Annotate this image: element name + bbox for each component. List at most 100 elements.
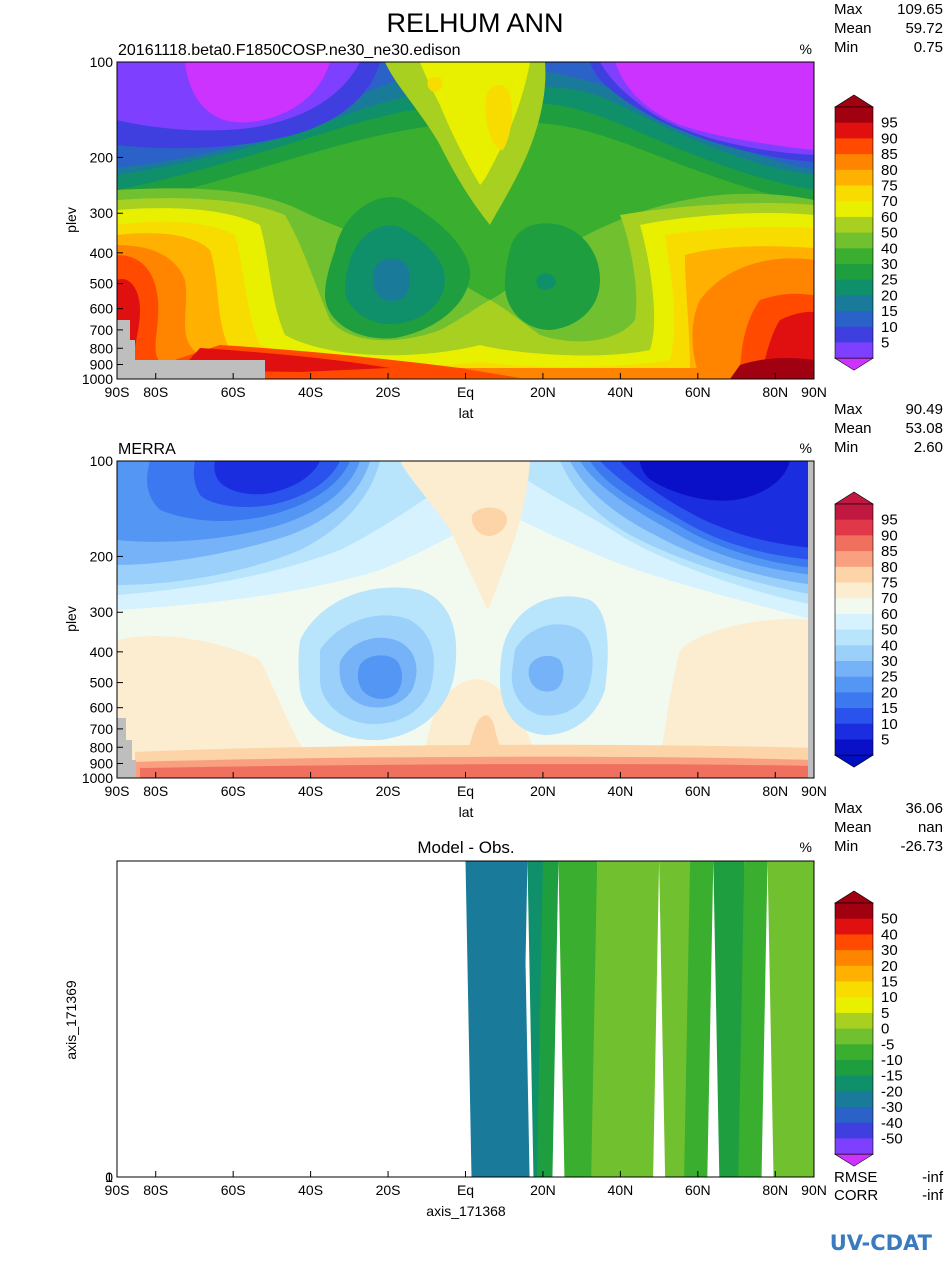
contour-fill xyxy=(465,861,814,1177)
contour-band xyxy=(517,861,528,1177)
colorbar-label: 5 xyxy=(881,335,889,352)
x-axis: 90S 80S 60S 40S 20S Eq 20N 40N 60N 80N 90N xyxy=(105,373,827,400)
panel-subtitle: 20161118.beta0.F1850COSP.ne30_ne30.ediso… xyxy=(118,42,461,59)
units-label: % xyxy=(800,41,812,57)
stat-max-label: Max xyxy=(834,1,863,18)
contour-band xyxy=(738,861,768,1177)
stats-box: Max 109.65 Mean 59.72 Min 0.75 xyxy=(834,1,943,56)
colorbar-swatch xyxy=(835,981,873,998)
units-label: % xyxy=(800,839,812,855)
x-tick-label: 20S xyxy=(376,1182,401,1198)
colorbar-label: 20 xyxy=(881,958,898,975)
contour-fill xyxy=(117,461,814,778)
x-axis-label: lat xyxy=(459,804,474,820)
colorbar-swatch xyxy=(835,279,873,296)
colorbar-frame xyxy=(834,503,874,756)
colorbar-swatch xyxy=(835,598,873,615)
colorbar-swatch xyxy=(835,551,873,568)
x-tick-label: 90S xyxy=(105,1182,130,1198)
x-tick-label: 90N xyxy=(801,1182,827,1198)
stats-box: Max 90.49 Mean 53.08 Min 2.60 xyxy=(834,401,943,456)
x-tick-label: Eq xyxy=(457,783,474,799)
y-tick-label: 200 xyxy=(90,149,114,165)
colorbar-swatch xyxy=(835,613,873,630)
colorbar-swatch xyxy=(835,122,873,139)
colorbar-label: 30 xyxy=(881,256,898,273)
colorbar-label: 60 xyxy=(881,606,898,623)
x-axis-label: axis_171368 xyxy=(426,1203,506,1219)
colorbar-label: -5 xyxy=(881,1036,894,1053)
y-tick-label: 100 xyxy=(90,453,114,469)
x-tick-label: 40S xyxy=(298,384,323,400)
stat-mean-label: Mean xyxy=(834,20,872,37)
stat-mean-value: 53.08 xyxy=(905,420,943,437)
colorbar-label: 0 xyxy=(881,1021,889,1038)
x-tick-label: 40N xyxy=(608,783,634,799)
colorbar-over-triangle xyxy=(833,890,875,904)
missing-data xyxy=(808,461,814,778)
y-tick-label: 300 xyxy=(90,205,114,221)
colorbar-swatch xyxy=(835,1107,873,1124)
contour-band xyxy=(117,198,814,379)
colorbar-label: 30 xyxy=(881,942,898,959)
colorbar-label: 40 xyxy=(881,637,898,654)
stat-mean-label: Mean xyxy=(834,819,872,836)
colorbar-swatch xyxy=(835,342,873,359)
x-tick-label: 80N xyxy=(762,1182,788,1198)
panel-obs: Max 90.49 Mean 53.08 Min 2.60 MERRA % xyxy=(63,401,943,820)
colorbar-label: -20 xyxy=(881,1083,903,1100)
x-tick-label: 60N xyxy=(685,1182,711,1198)
y-tick-label: 500 xyxy=(90,675,114,691)
y-axis-label: axis_171369 xyxy=(63,980,79,1060)
colorbar-swatch xyxy=(835,692,873,709)
stat-max-value: 109.65 xyxy=(897,1,943,18)
y-axis: 10 xyxy=(105,1169,113,1185)
y-tick-label: 300 xyxy=(90,604,114,620)
colorbar-swatch xyxy=(835,1028,873,1045)
contour-band xyxy=(372,258,411,301)
colorbar-label: 10 xyxy=(881,716,898,733)
contour-band xyxy=(640,461,790,501)
colorbar-under-triangle xyxy=(833,1153,875,1167)
y-tick-label: 100 xyxy=(90,54,114,70)
colorbar-label: 90 xyxy=(881,527,898,544)
x-tick-label: 80S xyxy=(143,384,168,400)
colorbar-swatch xyxy=(835,169,873,186)
y-tick-label: 1000 xyxy=(82,770,113,786)
colorbar-label: 15 xyxy=(881,700,898,717)
x-tick-label: 60N xyxy=(685,384,711,400)
x-tick-label: 90S xyxy=(105,384,130,400)
colorbar-label: -40 xyxy=(881,1115,903,1132)
x-tick-label: 20N xyxy=(530,783,556,799)
colorbar-label: 10 xyxy=(881,319,898,336)
contour-band xyxy=(660,619,814,778)
contour-band xyxy=(767,861,814,1177)
colorbar-swatch xyxy=(835,645,873,662)
colorbar-swatch xyxy=(835,311,873,328)
colorbar-swatch xyxy=(835,107,873,124)
missing-data xyxy=(117,320,265,379)
stats-box: Max 36.06 Mean nan Min -26.73 xyxy=(834,800,943,855)
x-axis: 90S 80S 60S 40S 20S Eq 20N 40N 60N 80N 90N xyxy=(105,1171,827,1198)
colorbar-label: 5 xyxy=(881,1005,889,1022)
colorbar-swatch xyxy=(835,264,873,281)
corr-value: -inf xyxy=(922,1187,944,1204)
colorbar-label: 85 xyxy=(881,146,898,163)
colorbar-swatch xyxy=(835,566,873,583)
panel-diff: Max 36.06 Mean nan Min -26.73 Model - Ob… xyxy=(63,800,944,1219)
x-tick-label: 20S xyxy=(376,783,401,799)
contour-band xyxy=(400,461,530,610)
y-tick-label: 800 xyxy=(90,340,114,356)
colorbar-label: 70 xyxy=(881,193,898,210)
x-tick-label: 90N xyxy=(801,384,827,400)
colorbar-swatch xyxy=(835,185,873,202)
y-axis-label: plev xyxy=(63,606,79,632)
colorbar-swatch xyxy=(835,708,873,725)
colorbar-label: 85 xyxy=(881,543,898,560)
